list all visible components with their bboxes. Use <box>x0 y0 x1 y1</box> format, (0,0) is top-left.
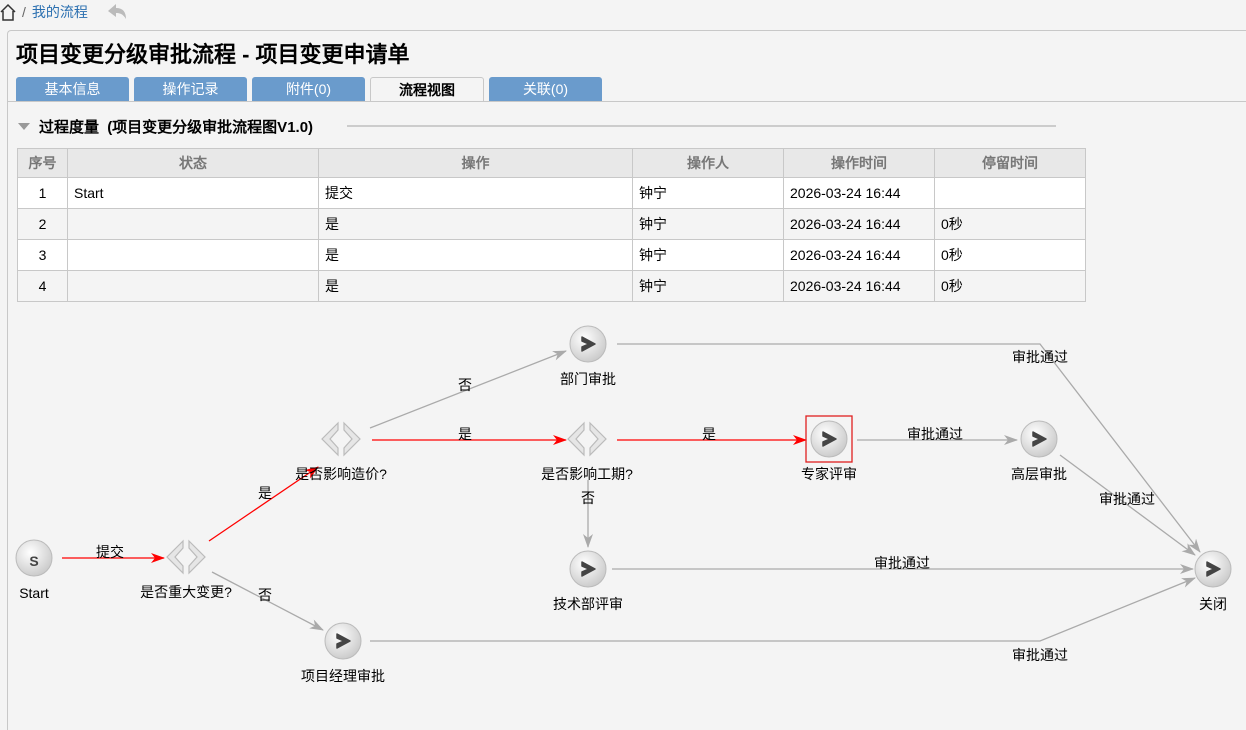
node-close[interactable]: 关闭 <box>1194 550 1232 612</box>
breadcrumb-separator: / <box>22 4 26 20</box>
tab-flow-view[interactable]: 流程视图 <box>370 77 484 101</box>
table-row: 4 是钟宁 2026-03-24 16:44 0秒 <box>17 270 1086 302</box>
table-cell: 是 <box>318 270 633 302</box>
column-header: 操作人 <box>632 148 784 178</box>
edge-label-pm-pass: 审批通过 <box>1012 647 1068 663</box>
edge-dept-pass <box>617 343 1201 553</box>
node-label: 关闭 <box>1199 596 1227 612</box>
edge-label-d3-no: 否 <box>581 490 595 506</box>
content-panel <box>7 30 1246 730</box>
edge-label-tech-pass: 审批通过 <box>874 555 930 571</box>
node-label: 专家评审 <box>801 466 857 482</box>
section-title: 过程度量 <box>39 119 100 136</box>
table-cell <box>934 177 1086 209</box>
edge-pm-pass <box>370 577 1196 642</box>
tab-operation-log[interactable]: 操作记录 <box>134 77 247 101</box>
start-icon: S <box>29 553 38 569</box>
node-senior[interactable]: 高层审批 <box>1011 420 1067 482</box>
table-cell <box>67 208 319 240</box>
table-cell: 1 <box>17 177 68 209</box>
table-cell <box>67 239 319 271</box>
edge-label-senior-pass: 审批通过 <box>1099 491 1155 507</box>
node-label: Start <box>19 585 49 601</box>
column-header: 操作时间 <box>783 148 935 178</box>
edge-senior-pass <box>1059 454 1196 556</box>
edge-d1-no <box>211 571 324 631</box>
arrow-right-icon <box>581 336 596 352</box>
edge-label-d1-yes: 是 <box>258 485 272 501</box>
edge-label-d3-yes: 是 <box>702 426 716 442</box>
arrow-right-icon <box>581 561 596 577</box>
gateway-icon <box>321 421 361 457</box>
breadcrumb-my-process[interactable]: 我的流程 <box>31 4 88 20</box>
table-cell: 2026-03-24 16:44 <box>783 270 935 302</box>
table-row: 2 是钟宁 2026-03-24 16:44 0秒 <box>17 208 1086 240</box>
node-dept[interactable]: 部门审批 <box>560 325 616 387</box>
node-label: 技术部评审 <box>553 596 623 612</box>
arrow-right-icon <box>336 633 351 649</box>
page-title: 项目变更分级审批流程 - 项目变更申请单 <box>16 42 410 67</box>
tab-basic-info[interactable]: 基本信息 <box>16 77 129 101</box>
gateway-icon <box>166 539 206 575</box>
flow-diagram: 提交 是 否 否 是 是 否 审批通过 审批通过 审批通过 审批通过 审批通过 … <box>15 325 1232 684</box>
node-label: 是否影响工期? <box>541 466 633 482</box>
back-arrow-icon[interactable] <box>106 3 128 21</box>
arrow-right-icon <box>822 431 837 447</box>
table-cell: 是 <box>318 208 633 240</box>
node-expert[interactable]: 专家评审 <box>801 415 857 482</box>
node-d1[interactable]: 是否重大变更? <box>140 539 232 600</box>
section-header[interactable]: 过程度量 (项目变更分级审批流程图V1.0) <box>18 116 313 137</box>
table-cell: 2026-03-24 16:44 <box>783 208 935 240</box>
table-cell <box>67 270 319 302</box>
column-header: 操作 <box>318 148 633 178</box>
column-header: 序号 <box>17 148 68 178</box>
tab-bar: 基本信息 操作记录 附件(0) 流程视图 关联(0) <box>16 77 602 101</box>
node-d3[interactable]: 是否影响工期? <box>541 421 633 482</box>
tab-divider <box>7 101 1246 102</box>
table-cell: 2026-03-24 16:44 <box>783 239 935 271</box>
node-label: 项目经理审批 <box>301 668 385 684</box>
tab-related[interactable]: 关联(0) <box>489 77 602 101</box>
home-icon[interactable] <box>0 3 16 21</box>
collapse-triangle-icon[interactable] <box>18 123 30 130</box>
node-label: 高层审批 <box>1011 466 1067 482</box>
section-subtitle: (项目变更分级审批流程图V1.0) <box>107 119 314 136</box>
table-row: 1 Start 提交 钟宁 2026-03-24 16:44 <box>17 177 1086 209</box>
edge-label-dept-pass: 审批通过 <box>1012 349 1068 365</box>
table-cell: 钟宁 <box>632 239 784 271</box>
table-cell: 钟宁 <box>632 208 784 240</box>
table-cell: 4 <box>17 270 68 302</box>
table-cell: 提交 <box>318 177 633 209</box>
table-cell: 0秒 <box>934 270 1086 302</box>
edge-label-expert-pass: 审批通过 <box>907 426 963 442</box>
arrow-right-icon <box>1032 431 1047 447</box>
node-label: 是否影响造价? <box>295 466 387 482</box>
edge-label-d1-no: 否 <box>258 587 272 603</box>
column-header: 状态 <box>67 148 319 178</box>
node-label: 部门审批 <box>560 371 616 387</box>
table-cell: 0秒 <box>934 239 1086 271</box>
node-pm[interactable]: 项目经理审批 <box>301 622 385 684</box>
tab-attachments[interactable]: 附件(0) <box>252 77 365 101</box>
section-divider <box>347 125 1056 127</box>
gateway-icon <box>567 421 607 457</box>
table-cell: 钟宁 <box>632 270 784 302</box>
node-label: 是否重大变更? <box>140 584 232 600</box>
current-node-highlight <box>805 415 853 463</box>
edge-d2-no <box>369 350 567 429</box>
breadcrumb: / 我的流程 <box>0 0 128 24</box>
arrow-right-icon <box>1206 561 1221 577</box>
process-metrics-table: 序号 状态 操作 操作人 操作时间 停留时间 1 Start 提交 钟宁 2026-03-24 1… <box>17 148 1086 302</box>
edge-label-d2-no: 否 <box>458 377 472 393</box>
edge-label-submit: 提交 <box>96 544 124 560</box>
table-cell: Start <box>67 177 319 209</box>
edge-d1-yes <box>208 466 319 542</box>
node-tech[interactable]: 技术部评审 <box>553 550 623 612</box>
node-start[interactable]: S Start <box>15 539 53 601</box>
node-d2[interactable]: 是否影响造价? <box>295 421 387 482</box>
edge-label-d2-yes: 是 <box>458 426 472 442</box>
